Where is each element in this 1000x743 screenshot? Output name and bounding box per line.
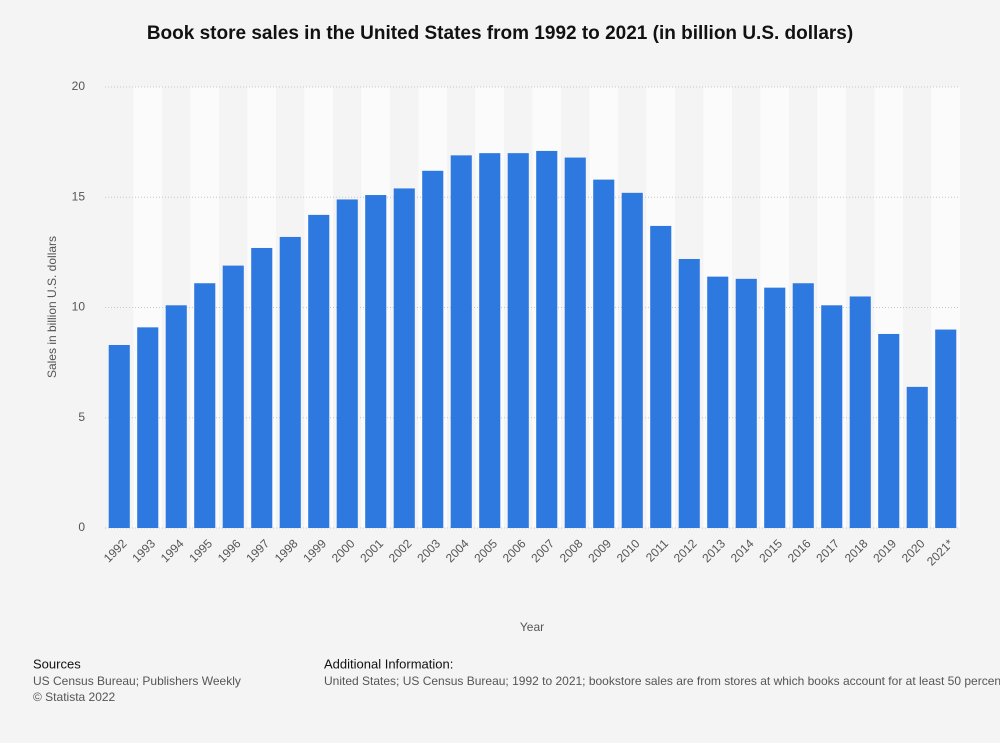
bar (764, 287, 786, 528)
bar (165, 305, 187, 528)
y-tick-label: 15 (72, 189, 86, 203)
x-tick-label: 1998 (272, 536, 301, 565)
bar (906, 386, 928, 528)
bar (222, 265, 244, 528)
sources: US Census Bureau; Publishers Weekly (33, 674, 241, 688)
bar (678, 258, 700, 528)
x-tick-label: 1997 (243, 536, 272, 565)
x-tick-label: 2003 (414, 536, 443, 565)
bar (450, 155, 472, 529)
x-tick-label: 2007 (528, 536, 557, 565)
x-tick-label: 2016 (785, 536, 814, 565)
y-tick-label: 0 (78, 520, 85, 534)
bar (137, 327, 159, 528)
bar (308, 214, 330, 528)
y-tick-label: 5 (78, 410, 85, 424)
x-tick-label: 2014 (728, 536, 757, 565)
y-axis-label: Sales in billion U.S. dollars (45, 236, 59, 378)
x-tick-label: 2002 (386, 536, 415, 565)
bar (707, 276, 729, 528)
x-tick-label: 2009 (585, 536, 614, 565)
x-tick-label: 2021* (924, 536, 956, 568)
bar (393, 188, 415, 528)
bar (108, 344, 130, 528)
info: United States; US Census Bureau; 1992 to… (324, 674, 1000, 688)
x-tick-label: 2018 (842, 536, 871, 565)
info-title: Additional Information: (324, 656, 453, 671)
x-tick-label: 1999 (300, 536, 329, 565)
x-axis-label: Year (520, 620, 544, 634)
sources-title: Sources (33, 656, 81, 671)
x-tick-label: 2004 (443, 536, 472, 565)
x-tick-label: 1994 (158, 536, 187, 565)
bar (821, 305, 843, 528)
x-tick-label: 1992 (101, 536, 130, 565)
y-tick-label: 10 (72, 300, 86, 314)
bar (536, 150, 558, 528)
bar (479, 153, 501, 528)
y-tick-label: 20 (72, 79, 86, 93)
x-tick-label: 2012 (671, 536, 700, 565)
bar (507, 153, 529, 528)
bar (564, 157, 586, 528)
bar (251, 247, 273, 528)
bar (194, 283, 216, 528)
bar (279, 236, 301, 528)
bar (336, 199, 358, 528)
x-tick-label: 1996 (215, 536, 244, 565)
x-tick-label: 2019 (870, 536, 899, 565)
bar (650, 225, 672, 529)
x-tick-label: 1993 (129, 536, 158, 565)
x-tick-label: 2006 (500, 536, 529, 565)
x-tick-label: 2015 (756, 536, 785, 565)
x-tick-label: 2000 (329, 536, 358, 565)
x-tick-label: 2020 (899, 536, 928, 565)
bar (878, 333, 900, 528)
x-tick-label: 2011 (643, 536, 671, 564)
x-tick-label: 2001 (357, 536, 386, 565)
bar (735, 278, 757, 528)
copyright: © Statista 2022 (33, 690, 116, 704)
x-tick-label: 2005 (471, 536, 500, 565)
x-tick-label: 2013 (699, 536, 728, 565)
bar (621, 192, 643, 528)
bar (935, 329, 957, 528)
x-tick-label: 2017 (813, 536, 842, 565)
x-tick-label: 2008 (557, 536, 586, 565)
bar (593, 179, 615, 529)
bar (422, 170, 444, 529)
chart-title: Book store sales in the United States fr… (147, 23, 853, 44)
bar (849, 296, 871, 528)
bar (365, 195, 387, 529)
x-tick-label: 2010 (614, 536, 643, 565)
x-tick-label: 1995 (186, 536, 215, 565)
bar (792, 283, 814, 528)
